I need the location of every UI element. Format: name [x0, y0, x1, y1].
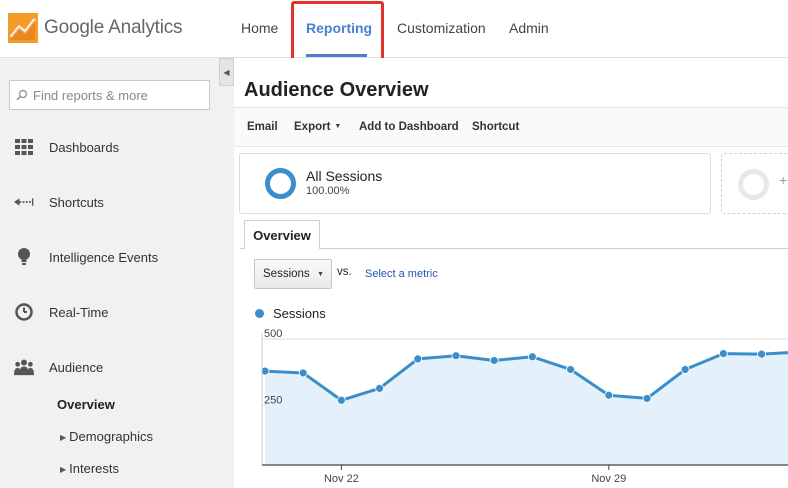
data-point — [375, 383, 385, 393]
data-point — [451, 351, 461, 361]
analytics-logo-icon — [8, 13, 38, 43]
series-area — [265, 352, 788, 465]
export-label: Export — [294, 121, 331, 133]
x-tick-label: Nov 22 — [324, 473, 359, 485]
page-title: Audience Overview — [244, 79, 429, 101]
chevron-down-icon: ▼ — [334, 123, 342, 130]
sidebar-item-intelligence-events[interactable]: Intelligence Events — [0, 242, 219, 272]
data-point — [718, 349, 728, 358]
add-segment-card[interactable] — [721, 153, 788, 214]
reporting-highlight-box — [291, 1, 384, 64]
sidebar — [0, 58, 234, 488]
legend-label: Sessions — [273, 306, 326, 321]
email-button[interactable]: Email — [247, 121, 278, 133]
top-navigation-bar: Google Analytics Home Reporting Customiz… — [0, 0, 788, 64]
x-tick-label: Nov 29 — [591, 473, 626, 485]
metric-selector-value: Sessions — [263, 268, 310, 280]
tab-baseline — [240, 248, 788, 249]
segment-card-all-sessions[interactable] — [239, 153, 711, 214]
sidebar-subitem-label: Demographics — [69, 429, 153, 444]
sidebar-collapse-button[interactable]: ◀ — [219, 58, 234, 86]
google-analytics-logo[interactable]: Google Analytics — [8, 10, 183, 46]
empty-segment-donut-icon — [738, 169, 769, 200]
data-point — [757, 349, 766, 359]
expand-arrow-icon: ▶ — [60, 465, 67, 474]
brand-name: Google Analytics — [44, 17, 183, 38]
sidebar-item-label: Dashboards — [49, 139, 120, 155]
data-point — [260, 366, 270, 376]
segment-donut-icon — [265, 168, 296, 199]
data-point — [489, 356, 499, 365]
y-tick-label: 500 — [264, 328, 282, 340]
data-point — [566, 365, 576, 374]
export-button[interactable]: Export ▼ — [294, 121, 341, 133]
people-icon — [14, 357, 34, 377]
shortcut-button[interactable]: Shortcut — [472, 121, 520, 133]
clock-icon — [14, 302, 34, 322]
sidebar-item-audience[interactable]: Audience — [0, 352, 219, 382]
shortcut-arrow-icon — [14, 192, 34, 212]
tab-overview[interactable]: Overview — [244, 220, 320, 249]
sidebar-item-label: Shortcuts — [49, 194, 104, 210]
nav-home[interactable]: Home — [241, 20, 279, 36]
report-action-bar — [234, 107, 788, 147]
metric-selector[interactable]: Sessions ▼ — [254, 259, 332, 289]
sidebar-subitem-label: Interests — [69, 461, 120, 476]
data-point — [604, 390, 614, 400]
nav-reporting[interactable]: Reporting — [306, 20, 373, 36]
dashboard-grid-icon — [14, 137, 34, 157]
sidebar-item-label: Real-Time — [49, 304, 109, 320]
legend-swatch — [255, 309, 264, 318]
search-icon — [16, 89, 28, 101]
add-to-dashboard-button[interactable]: Add to Dashboard — [359, 121, 459, 133]
sessions-chart: 500 250 Nov 22 Nov 29 — [260, 328, 788, 485]
sidebar-subitem-overview[interactable]: Overview — [57, 397, 115, 412]
add-segment-plus-icon[interactable]: + — [779, 172, 788, 188]
segment-percent: 100.00% — [306, 185, 350, 197]
chevron-down-icon: ▼ — [317, 271, 324, 278]
sidebar-item-label: Audience — [49, 359, 104, 375]
sidebar-subitem-interests[interactable]: ▶ Interests — [60, 461, 119, 476]
sidebar-item-real-time[interactable]: Real-Time — [0, 297, 219, 327]
sidebar-item-label: Intelligence Events — [49, 249, 159, 265]
segment-name: All Sessions — [306, 168, 383, 184]
sidebar-item-shortcuts[interactable]: Shortcuts — [0, 187, 219, 217]
data-point — [413, 354, 423, 364]
data-point — [298, 368, 308, 378]
nav-active-indicator — [306, 54, 367, 57]
select-metric-link[interactable]: Select a metric — [365, 268, 438, 280]
data-point — [680, 365, 690, 374]
y-tick-label: 250 — [264, 394, 282, 406]
lightbulb-icon — [14, 247, 34, 267]
search-input[interactable] — [33, 87, 203, 103]
data-point — [337, 395, 346, 405]
sidebar-item-dashboards[interactable]: Dashboards — [0, 132, 219, 162]
report-search-box[interactable] — [9, 80, 210, 110]
data-point — [527, 352, 537, 362]
vs-label: vs. — [337, 266, 352, 278]
nav-admin[interactable]: Admin — [509, 20, 549, 36]
nav-customization[interactable]: Customization — [397, 20, 486, 36]
data-point — [642, 394, 652, 403]
sidebar-subitem-demographics[interactable]: ▶ Demographics — [60, 429, 153, 444]
expand-arrow-icon: ▶ — [60, 433, 67, 442]
